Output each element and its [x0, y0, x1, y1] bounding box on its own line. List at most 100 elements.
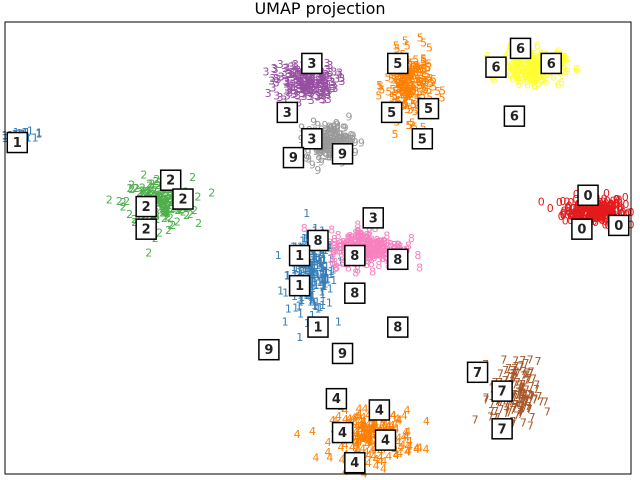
scatter-point-0-74: 0 [603, 213, 610, 226]
scatter-point-3-18: 2 [141, 189, 148, 202]
scatter-point-0-166: 0 [607, 206, 614, 219]
scatter-point-4-47: 3 [324, 79, 331, 92]
scatter-point-0-55: 0 [614, 193, 621, 206]
scatter-point-5-4: 4 [390, 409, 397, 422]
scatter-point-3-6: 2 [159, 202, 166, 215]
scatter-point-5-216: 4 [360, 424, 367, 437]
scatter-point-1-102: 1 [309, 272, 316, 285]
scatter-point-3-87: 2 [156, 194, 163, 207]
scatter-point-4-137: 3 [273, 72, 280, 85]
scatter-point-1-143: 1 [315, 254, 322, 267]
scatter-point-6-105: 5 [409, 67, 416, 80]
scatter-point-3-93: 2 [120, 201, 127, 214]
scatter-point-1-96: 1 [307, 289, 314, 302]
scatter-point-4-15: 3 [287, 80, 294, 93]
scatter-point-6-22: 5 [390, 74, 397, 87]
scatter-point-5-211: 4 [326, 451, 333, 464]
scatter-point-4-23: 3 [265, 87, 272, 100]
scatter-point-5-11: 4 [352, 426, 359, 439]
scatter-point-4-77: 3 [289, 80, 296, 93]
scatter-point-5-189: 4 [351, 417, 358, 430]
scatter-point-4-136: 3 [324, 86, 331, 99]
scatter-point-7-35: 6 [522, 67, 529, 80]
scatter-point-4-173: 3 [317, 78, 324, 91]
scatter-point-6-71: 5 [419, 89, 426, 102]
scatter-point-7-36: 6 [509, 63, 516, 76]
scatter-point-6-30: 5 [401, 99, 408, 112]
scatter-point-3-135: 2 [157, 196, 164, 209]
svg-text:2: 2 [142, 200, 151, 215]
digit-label-21: 0 [577, 184, 599, 207]
scatter-point-6-53: 5 [414, 73, 421, 86]
scatter-point-3-48: 2 [153, 175, 160, 188]
scatter-point-8-143: 7 [531, 392, 538, 405]
scatter-point-1-137: 1 [310, 253, 317, 266]
scatter-point-6-167: 5 [410, 81, 417, 94]
scatter-point-3-160: 2 [163, 196, 170, 209]
svg-text:5: 5 [424, 102, 433, 117]
scatter-point-1-99: 1 [284, 269, 291, 282]
scatter-point-6-169: 5 [397, 78, 404, 91]
scatter-point-6-57: 5 [404, 89, 411, 102]
scatter-point-5-175: 4 [354, 410, 361, 423]
digit-label-2: 2 [135, 195, 157, 218]
scatter-point-4-68: 3 [300, 82, 307, 95]
scatter-point-7-122: 6 [522, 73, 529, 86]
scatter-point-4-90: 3 [329, 82, 336, 95]
scatter-point-0-157: 0 [595, 199, 602, 212]
scatter-point-6-182: 5 [388, 72, 395, 85]
scatter-point-0-202: 0 [578, 207, 585, 220]
scatter-point-0-106: 0 [562, 215, 569, 228]
scatter-point-6-51: 5 [399, 73, 406, 86]
scatter-point-5-170: 4 [365, 435, 372, 448]
scatter-point-3-143: 2 [131, 216, 138, 229]
scatter-point-1-193: 1 [320, 265, 327, 278]
scatter-point-1-91: 1 [302, 262, 309, 275]
scatter-point-1-43: 1 [310, 267, 317, 280]
scatter-point-7-11: 6 [508, 59, 515, 72]
scatter-point-0-239: 0 [576, 207, 583, 220]
scatter-point-5-154: 4 [325, 436, 332, 449]
scatter-point-5-171: 4 [380, 414, 387, 427]
scatter-point-4-187: 3 [271, 62, 278, 75]
scatter-point-0-193: 0 [599, 196, 606, 209]
scatter-point-0-246: 0 [577, 211, 584, 224]
scatter-point-3-91: 2 [187, 208, 194, 221]
scatter-point-0-54: 0 [594, 211, 601, 224]
scatter-point-6-99: 5 [404, 69, 411, 82]
scatter-point-6-168: 5 [377, 81, 384, 94]
scatter-point-0-38: 0 [572, 193, 579, 206]
scatter-point-5-197: 4 [370, 423, 377, 436]
scatter-point-4-97: 3 [319, 93, 326, 106]
scatter-point-1-90: 1 [306, 268, 313, 281]
scatter-point-1-44: 1 [311, 245, 318, 258]
scatter-point-6-130: 5 [398, 70, 405, 83]
scatter-point-9-219: 8 [352, 267, 359, 280]
scatter-point-5-9: 4 [352, 411, 359, 424]
scatter-point-5-42: 4 [384, 421, 391, 434]
scatter-point-3-58: 2 [155, 188, 162, 201]
scatter-point-7-168: 6 [529, 59, 536, 72]
scatter-point-4-149: 3 [303, 79, 310, 92]
scatter-point-5-187: 4 [367, 434, 374, 447]
scatter-point-1-9: 1 [311, 276, 318, 289]
svg-text:3: 3 [307, 57, 316, 72]
scatter-point-7-31: 6 [528, 54, 535, 67]
scatter-point-6-28: 5 [416, 86, 423, 99]
scatter-point-5-15: 4 [366, 425, 373, 438]
scatter-point-4-107: 3 [290, 71, 297, 84]
scatter-point-0-19: 0 [571, 206, 578, 219]
scatter-point-1-148: 1 [309, 265, 316, 278]
scatter-point-0-242: 0 [604, 213, 611, 226]
scatter-point-7-167: 6 [526, 73, 533, 86]
scatter-point-5-24: 4 [349, 441, 356, 454]
scatter-point-9-217: 8 [357, 228, 364, 241]
svg-text:4: 4 [338, 426, 347, 441]
scatter-point-0-180: 0 [583, 200, 590, 213]
scatter-point-4-154: 3 [269, 72, 276, 85]
scatter-point-7-12: 6 [524, 78, 531, 91]
scatter-point-4-79: 3 [323, 85, 330, 98]
scatter-point-0-118: 0 [600, 204, 607, 217]
scatter-point-5-85: 4 [413, 443, 420, 456]
